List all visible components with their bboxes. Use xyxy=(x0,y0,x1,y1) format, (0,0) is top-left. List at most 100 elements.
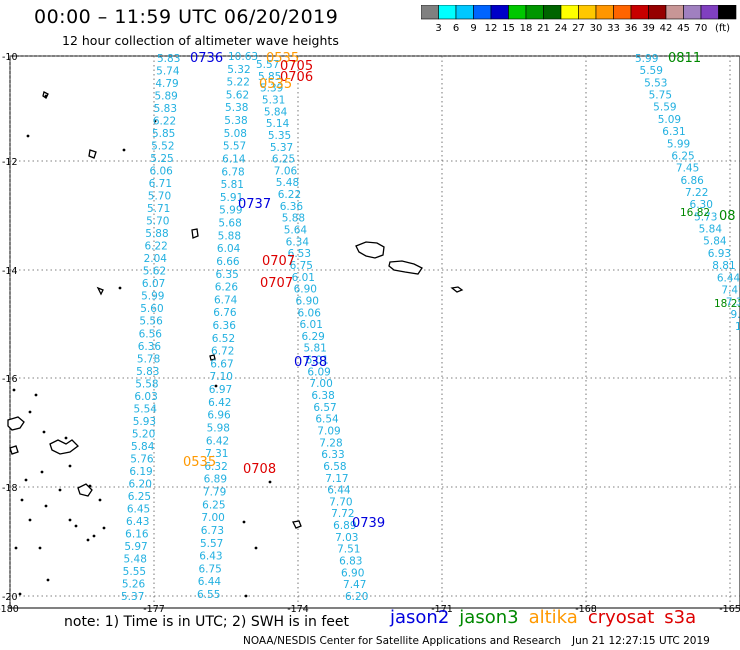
track-a-value: 6.19 xyxy=(129,466,152,478)
track-a-value: 5.83 xyxy=(136,366,159,378)
track-right-value: 6.25 xyxy=(671,150,694,162)
track-a-value: 5.58 xyxy=(135,378,158,390)
legend-cryosat: cryosat xyxy=(587,607,655,628)
scale-label: 3 xyxy=(435,23,441,34)
track-c-value: 7.28 xyxy=(319,437,342,449)
graticule xyxy=(9,55,740,608)
track-right-value: 5.99 xyxy=(667,138,690,150)
track-right-value: 9.63 xyxy=(730,309,740,321)
track-c-value: 5.48 xyxy=(276,177,299,189)
reef-dot xyxy=(92,534,96,538)
track-a-value: 6.22 xyxy=(144,241,167,253)
track-c-value: 6.34 xyxy=(286,236,310,248)
reef-dot xyxy=(68,464,72,468)
track-b-value: 6.74 xyxy=(214,294,238,306)
track-right-value: 5.59 xyxy=(640,65,663,77)
track-b-value: 5.57 xyxy=(200,538,223,550)
track-b-value: 6.67 xyxy=(210,358,233,370)
track-a-value: 6.22 xyxy=(153,116,176,128)
track-right-value: 5.53 xyxy=(644,77,667,89)
track-b-value: 6.76 xyxy=(213,307,237,319)
longitude-label: -174 xyxy=(287,604,309,615)
track-a-value: 5.78 xyxy=(137,353,160,365)
track-b-value: 6.25 xyxy=(202,499,225,511)
track-b-value: 5.68 xyxy=(218,218,241,230)
track-b-value: 7.31 xyxy=(205,448,228,460)
reef-dot xyxy=(28,518,32,522)
track-a-value: 5.84 xyxy=(131,441,155,453)
track-c-value: 5.35 xyxy=(268,130,291,142)
track-b-value: 5.99 xyxy=(219,205,242,217)
track-a-value: 5.76 xyxy=(130,453,154,465)
track-c-value: 7.70 xyxy=(329,496,352,508)
track-c-value: 5.14 xyxy=(266,118,290,130)
latitude-label: -14 xyxy=(2,266,18,277)
track-a-value: 6.25 xyxy=(128,491,151,503)
longitude-label: -165 xyxy=(719,604,740,615)
track-right-value: 10.2 xyxy=(735,321,740,333)
track-a-value: 5.48 xyxy=(124,553,147,565)
track-a-value: 6.03 xyxy=(134,391,157,403)
reef-dot xyxy=(88,484,92,488)
scale-label: 6 xyxy=(453,23,459,34)
track-a-value: 6.56 xyxy=(139,328,163,340)
pass-time-label: 08 xyxy=(719,209,736,224)
footnote: note: 1) Time is in UTC; 2) SWH is in fe… xyxy=(64,614,350,630)
track-b-value: 6.43 xyxy=(199,551,222,563)
track-b-value: 7.00 xyxy=(201,512,224,524)
track-b-value: 6.42 xyxy=(206,435,229,447)
track-b-value: 6.66 xyxy=(216,256,240,268)
track-a-value: 5.99 xyxy=(141,291,164,303)
pass-time-label: 0736 xyxy=(190,51,223,66)
track-right-value: 5.75 xyxy=(649,90,672,102)
track-right-value: 6.86 xyxy=(680,175,704,187)
reef-dot xyxy=(254,546,258,550)
legend-jason2: jason2 xyxy=(390,607,450,628)
track-c-value: 6.25 xyxy=(272,154,295,166)
track-right-value: 6.30 xyxy=(690,199,713,211)
reef-dot xyxy=(40,470,44,474)
track-a-value: 5.83 xyxy=(154,103,177,115)
latitude-label: -18 xyxy=(2,483,18,494)
track-c-value: 6.38 xyxy=(311,390,334,402)
track-a-value: 5.54 xyxy=(134,403,158,415)
track-right-value: 7.22 xyxy=(685,187,708,199)
track-c-value: 6.75 xyxy=(290,260,313,272)
track-b-value: 5.62 xyxy=(226,89,249,101)
reef-dots xyxy=(12,94,272,598)
reef-dot xyxy=(28,410,32,414)
track-c-value: 6.29 xyxy=(301,331,324,343)
track-c-value: 5.84 xyxy=(264,106,288,118)
track-c-value: 6.53 xyxy=(288,248,311,260)
track-c-value: 5.85 xyxy=(258,71,281,83)
track-a-value: 5.60 xyxy=(140,303,163,315)
track-right-value: 5.09 xyxy=(658,114,681,126)
scale-label: 30 xyxy=(590,23,603,34)
reef-dot xyxy=(98,498,102,502)
reef-dot xyxy=(34,393,38,397)
reef-dot xyxy=(268,480,272,484)
track-a-value: 5.83 xyxy=(157,53,180,65)
track-c-value: 7.72 xyxy=(331,508,354,520)
reef-dot xyxy=(244,594,248,598)
track-a-value: 5.25 xyxy=(150,153,173,165)
track-b-value: 10.63 xyxy=(228,51,258,63)
scale-label: 18 xyxy=(520,23,533,34)
scale-label: 70 xyxy=(695,23,708,34)
track-c-value: 7.51 xyxy=(337,544,360,556)
legend-s3a: s3a xyxy=(664,607,697,628)
track-a-value: 6.20 xyxy=(129,478,152,490)
track-b-value: 6.72 xyxy=(211,346,234,358)
scale-label: 21 xyxy=(537,23,550,34)
track-b-value: 5.81 xyxy=(221,179,244,191)
track-a-value: 5.88 xyxy=(145,228,168,240)
scale-label: 24 xyxy=(555,23,568,34)
color-scale: 3 6 9 12 15 18 21 24 27 30 33 36 39 42 45 70 (ft) xyxy=(421,5,737,34)
track-b-value: 7.79 xyxy=(203,487,226,499)
track-a-value: 6.16 xyxy=(125,528,149,540)
scale-label: 27 xyxy=(572,23,585,34)
latitude-label: -12 xyxy=(2,157,18,168)
reef-dot xyxy=(26,134,30,138)
track-a-value: 5.70 xyxy=(148,191,171,203)
track-b-value: 6.32 xyxy=(204,461,227,473)
